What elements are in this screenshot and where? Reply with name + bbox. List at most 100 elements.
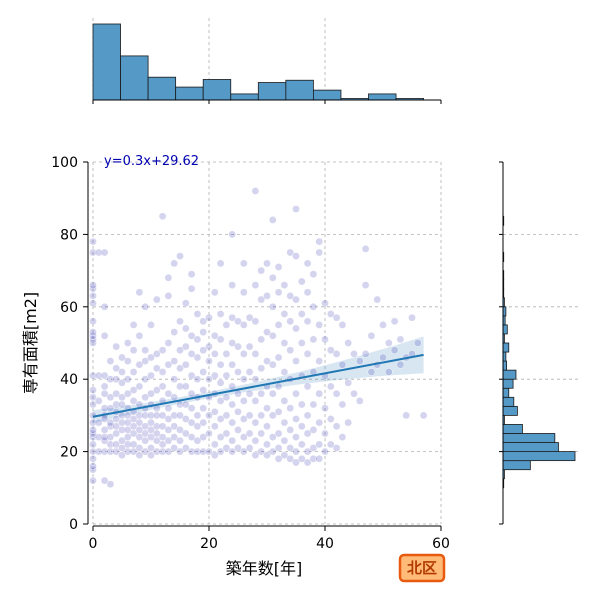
scatter-point — [106, 404, 115, 413]
scatter-point — [129, 321, 138, 329]
scatter-point — [239, 447, 248, 456]
scatter-point — [170, 357, 178, 365]
scatter-point — [228, 400, 236, 409]
y-tick-label: 20 — [60, 445, 78, 461]
scatter-point — [286, 426, 295, 434]
scatter-point — [147, 321, 155, 329]
scatter-point — [234, 389, 242, 398]
scatter-point — [216, 433, 225, 441]
scatter-point — [164, 436, 173, 445]
scatter-point — [280, 310, 289, 318]
scatter-point — [286, 248, 295, 257]
scatter-point — [199, 433, 207, 441]
scatter-point — [274, 454, 283, 463]
scatter-point — [193, 447, 202, 456]
scatter-point — [228, 436, 236, 445]
scatter-point — [216, 360, 225, 369]
scatter-point — [100, 447, 109, 456]
scatter-point — [147, 389, 155, 398]
scatter-point — [280, 339, 289, 347]
scatter-point — [280, 368, 289, 376]
scatter-point — [390, 346, 399, 355]
area-badge-box — [398, 553, 446, 583]
scatter-point — [222, 350, 231, 358]
scatter-point — [332, 313, 341, 322]
y-hist-bar — [502, 460, 531, 471]
scatter-point — [100, 331, 109, 340]
scatter-point — [245, 411, 254, 420]
scatter-point — [187, 270, 196, 279]
scatter-point — [338, 360, 347, 369]
scatter-point — [187, 433, 196, 441]
scatter-point — [187, 371, 196, 380]
scatter-point — [106, 375, 115, 384]
scatter-point — [193, 422, 202, 431]
scatter-point — [118, 393, 126, 402]
scatter-point — [129, 397, 138, 405]
x-hist-bar — [175, 86, 204, 101]
scatter-point — [164, 339, 173, 347]
scatter-point — [158, 433, 167, 441]
scatter-points — [89, 187, 428, 489]
scatter-point — [274, 353, 283, 362]
scatter-point — [367, 368, 376, 376]
scatter-point — [135, 288, 144, 297]
scatter-point — [228, 230, 236, 239]
right-hist-grid — [503, 233, 581, 453]
y-marginal-histogram — [502, 215, 576, 489]
scatter-point — [147, 411, 155, 420]
scatter-point — [187, 404, 196, 413]
scatter-point — [309, 426, 318, 434]
scatter-point — [158, 422, 167, 431]
scatter-point — [222, 321, 231, 329]
scatter-point — [89, 371, 97, 380]
scatter-point — [228, 339, 236, 347]
scatter-point — [193, 353, 202, 362]
scatter-point — [286, 346, 295, 355]
scatter-point — [379, 353, 387, 362]
scatter-point — [251, 436, 260, 445]
scatter-point — [95, 447, 103, 456]
scatter-point — [210, 407, 219, 416]
scatter-point — [234, 368, 242, 376]
scatter-point — [106, 357, 115, 365]
scatter-point — [297, 440, 306, 449]
scatter-point — [361, 245, 370, 253]
scatter-point — [251, 451, 260, 460]
scatter-point — [228, 281, 236, 289]
scatter-point — [309, 400, 318, 409]
scatter-point — [222, 444, 231, 452]
scatter-point — [263, 357, 271, 365]
axes: 0 20 40 60 0 20 40 60 80 100 — [51, 99, 504, 552]
scatter-point — [100, 426, 109, 434]
scatter-point — [315, 389, 324, 398]
scatter-point — [95, 371, 103, 380]
scatter-point — [216, 310, 225, 318]
scatter-point — [297, 422, 306, 431]
scatter-point — [95, 433, 103, 441]
scatter-point — [152, 295, 161, 304]
scatter-point — [187, 284, 196, 293]
scatter-point — [303, 411, 312, 420]
scatter-point — [193, 375, 202, 384]
scatter-point — [164, 447, 173, 456]
scatter-point — [181, 429, 190, 438]
scatter-point — [228, 418, 236, 427]
scatter-point — [199, 346, 207, 355]
scatter-point — [135, 360, 144, 369]
x-tick-label: 40 — [316, 536, 334, 552]
scatter-point — [158, 382, 167, 391]
scatter-point — [338, 433, 347, 441]
scatter-point — [147, 371, 155, 380]
scatter-point — [199, 386, 207, 394]
x-tick-label: 0 — [89, 536, 98, 552]
scatter-point — [257, 389, 266, 398]
scatter-point — [222, 429, 231, 438]
scatter-point — [239, 288, 248, 297]
scatter-point — [274, 321, 283, 329]
scatter-point — [321, 299, 329, 308]
scatter-point — [303, 458, 312, 467]
scatter-point — [152, 447, 161, 456]
scatter-point — [170, 433, 178, 441]
y-hist-bar — [502, 451, 576, 462]
